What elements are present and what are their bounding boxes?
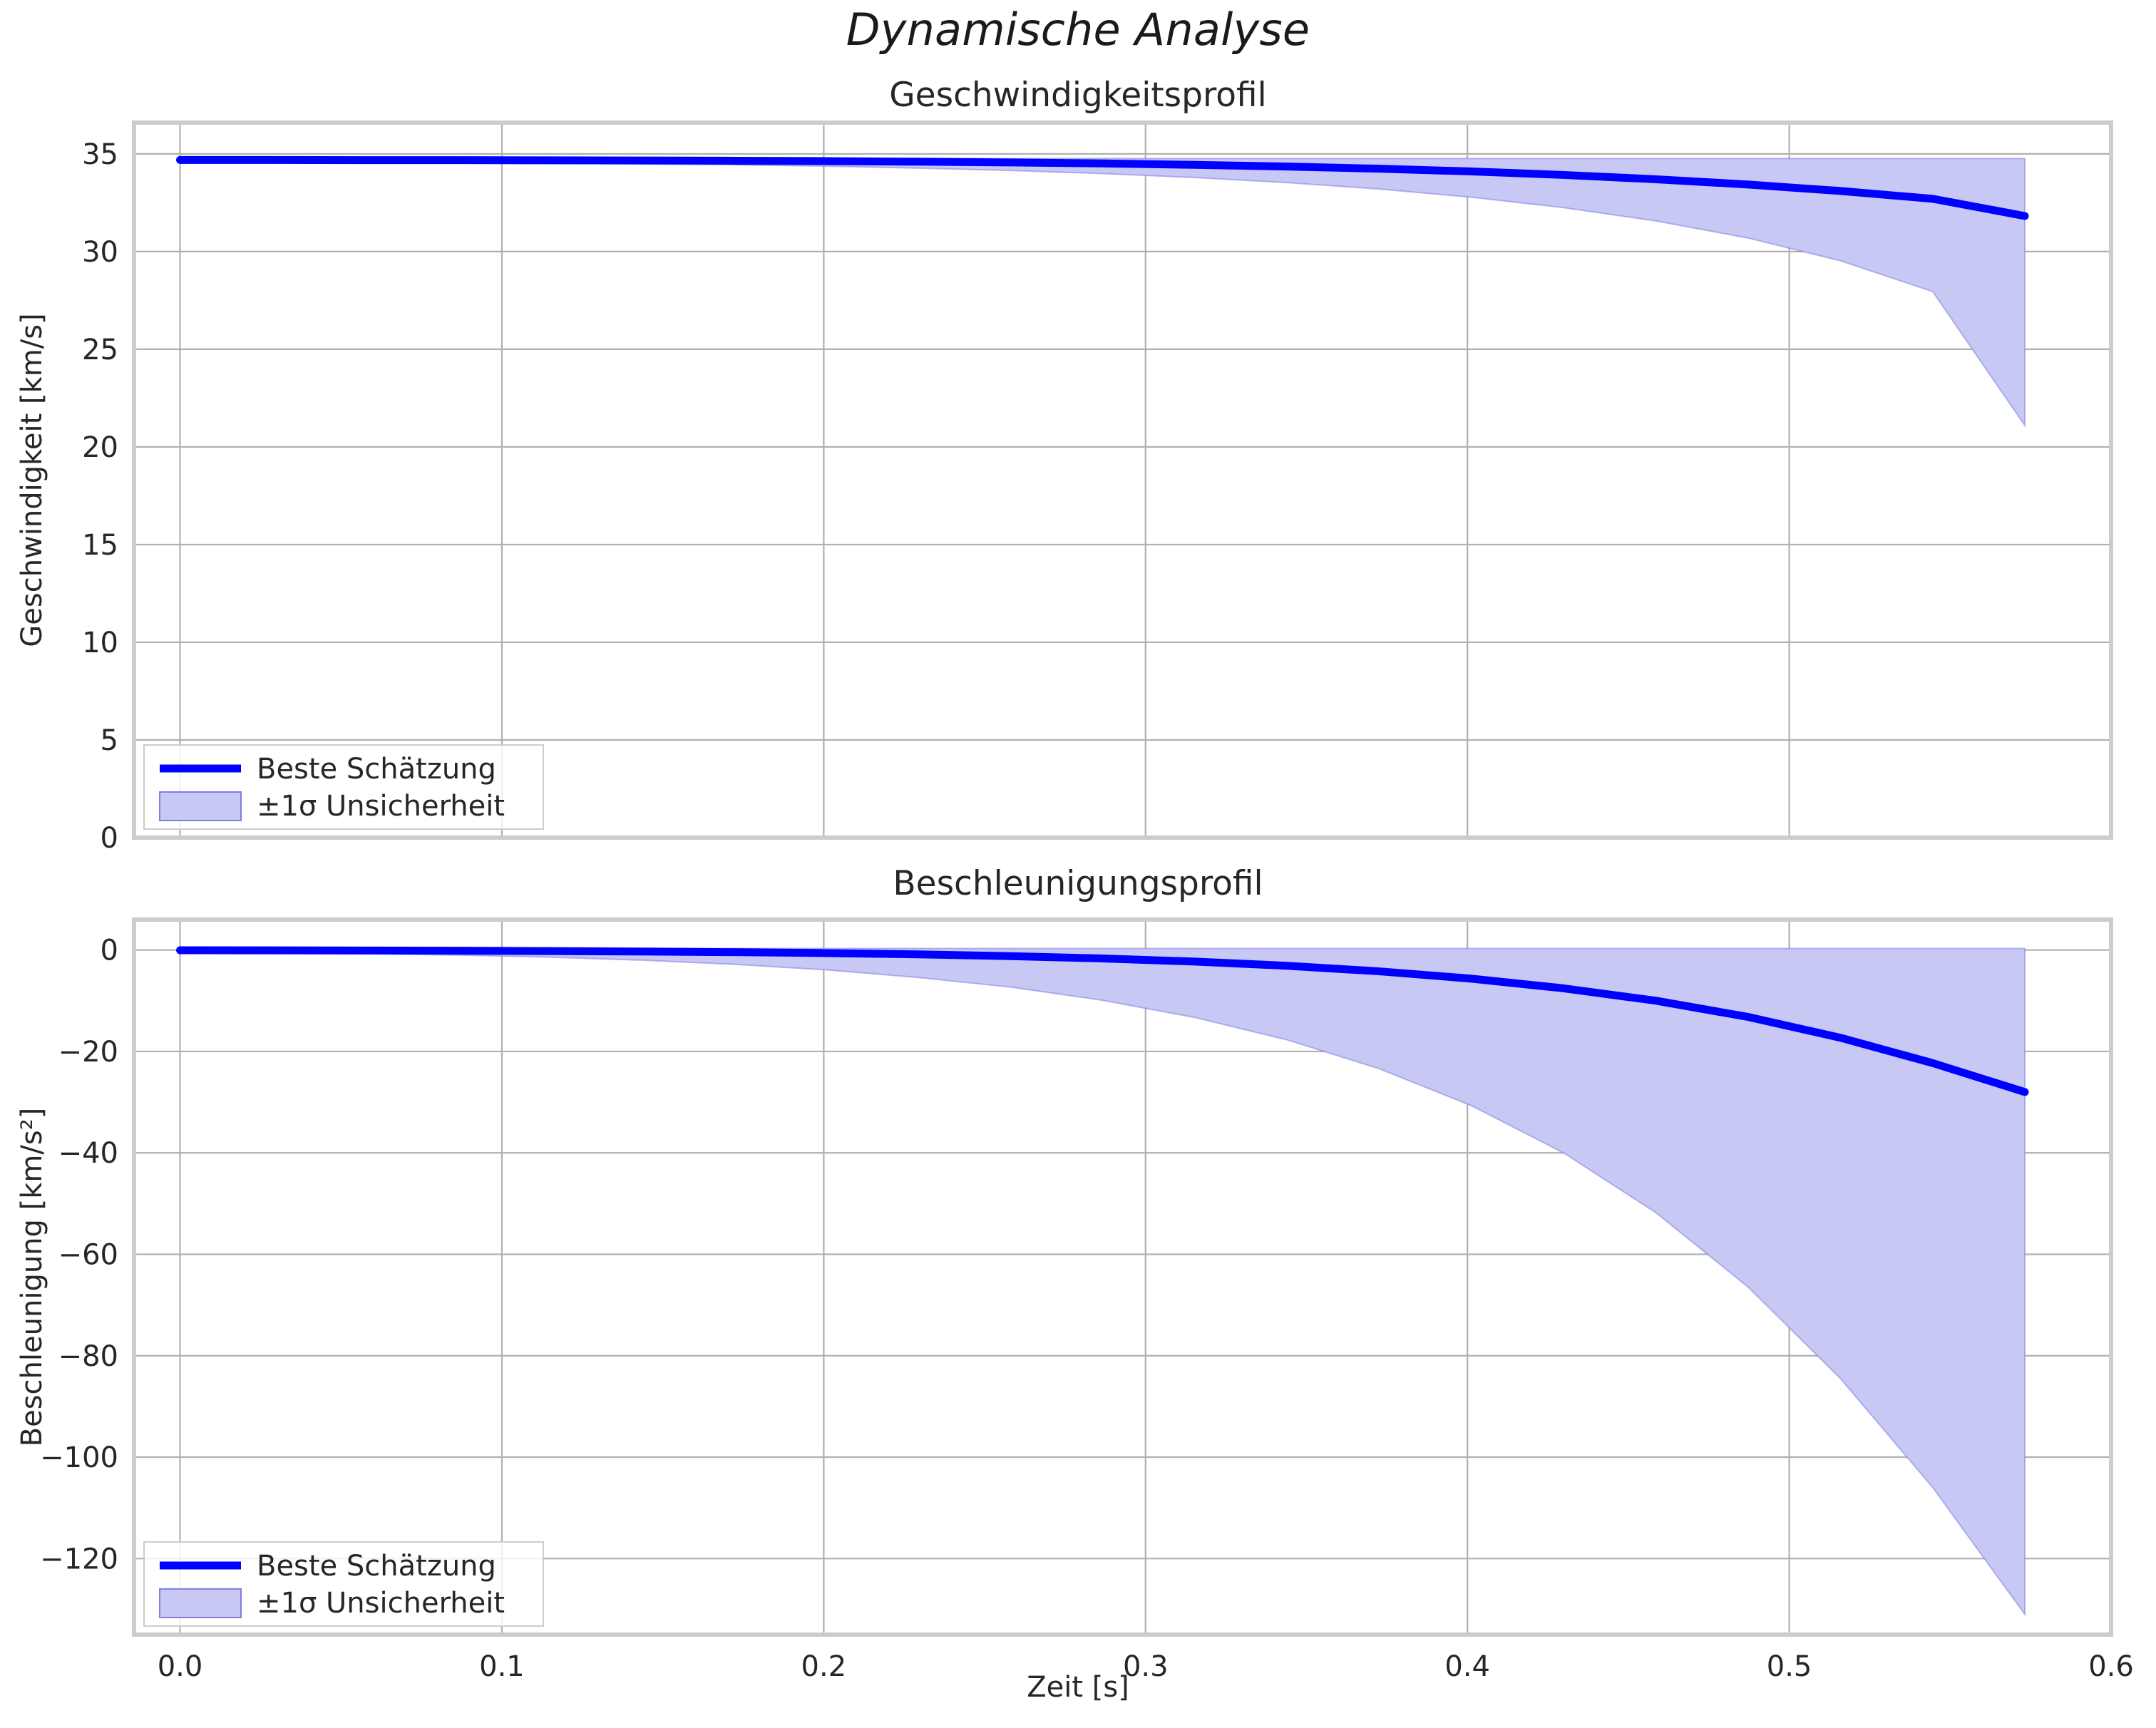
legend-label-best-estimate: Beste Schätzung — [257, 1550, 496, 1583]
y-tick-label: −40 — [58, 1137, 118, 1170]
x-tick-label: 0.4 — [1444, 1650, 1490, 1683]
uncertainty-band — [179, 158, 2026, 428]
best-estimate-line — [176, 155, 2029, 220]
subplot-title-velocity: Geschwindigkeitsprofil — [889, 76, 1267, 115]
y-tick-label: 5 — [101, 724, 118, 757]
legend: Beste Schätzung ±1σ Unsicherheit — [143, 1541, 544, 1627]
legend-label-best-estimate: Beste Schätzung — [257, 753, 496, 786]
x-tick-label: 0.2 — [801, 1650, 847, 1683]
y-tick-label: −120 — [40, 1543, 118, 1575]
y-tick-label: −20 — [58, 1036, 118, 1069]
y-tick-label: −80 — [58, 1340, 118, 1373]
y-axis-label: Geschwindigkeit [km/s] — [16, 313, 48, 647]
x-tick-label: 0.3 — [1123, 1650, 1169, 1683]
y-tick-label: 0 — [101, 822, 118, 855]
uncertainty-band — [179, 947, 2026, 1617]
x-tick-label: 0.5 — [1767, 1650, 1812, 1683]
legend-patch-swatch — [159, 1588, 242, 1618]
x-axis-label: Zeit [s] — [1027, 1671, 1129, 1704]
axes-frame — [132, 917, 2113, 1637]
legend-label-uncertainty: ±1σ Unsicherheit — [257, 790, 505, 823]
figure-suptitle: Dynamische Analyse — [846, 4, 1310, 56]
legend: Beste Schätzung ±1σ Unsicherheit — [143, 744, 544, 830]
y-tick-label: 20 — [82, 431, 118, 464]
y-tick-label: 30 — [82, 236, 118, 269]
x-tick-label: 0.1 — [479, 1650, 525, 1683]
best-estimate-line — [176, 946, 2029, 1096]
y-tick-label: 10 — [82, 627, 118, 659]
legend-label-uncertainty: ±1σ Unsicherheit — [257, 1587, 505, 1620]
axes-velocity-profile: 0 5 10 15 20 25 30 35 Geschwindigkeit [km/s] Best… — [16, 120, 2113, 855]
y-tick-label: −100 — [40, 1441, 118, 1474]
y-tick-label: 0 — [101, 935, 118, 967]
axes-acceleration-profile: 0 −20 −40 −60 −80 −100 −120 0.0 0.1 0.2 0.3 0.4 0.5 0… — [16, 917, 2134, 1683]
x-tick-label: 0.6 — [2088, 1650, 2134, 1683]
x-tick-label: 0.0 — [158, 1650, 203, 1683]
y-tick-label: 25 — [82, 334, 118, 366]
legend-patch-swatch — [159, 791, 242, 821]
subplot-title-acceleration: Beschleunigungsprofil — [893, 864, 1263, 903]
y-tick-label: −60 — [58, 1238, 118, 1271]
axes-frame — [132, 120, 2113, 840]
y-tick-label: 15 — [82, 529, 118, 562]
y-axis-label: Beschleunigung [km/s²] — [16, 1108, 48, 1447]
y-tick-label: 35 — [82, 138, 118, 171]
